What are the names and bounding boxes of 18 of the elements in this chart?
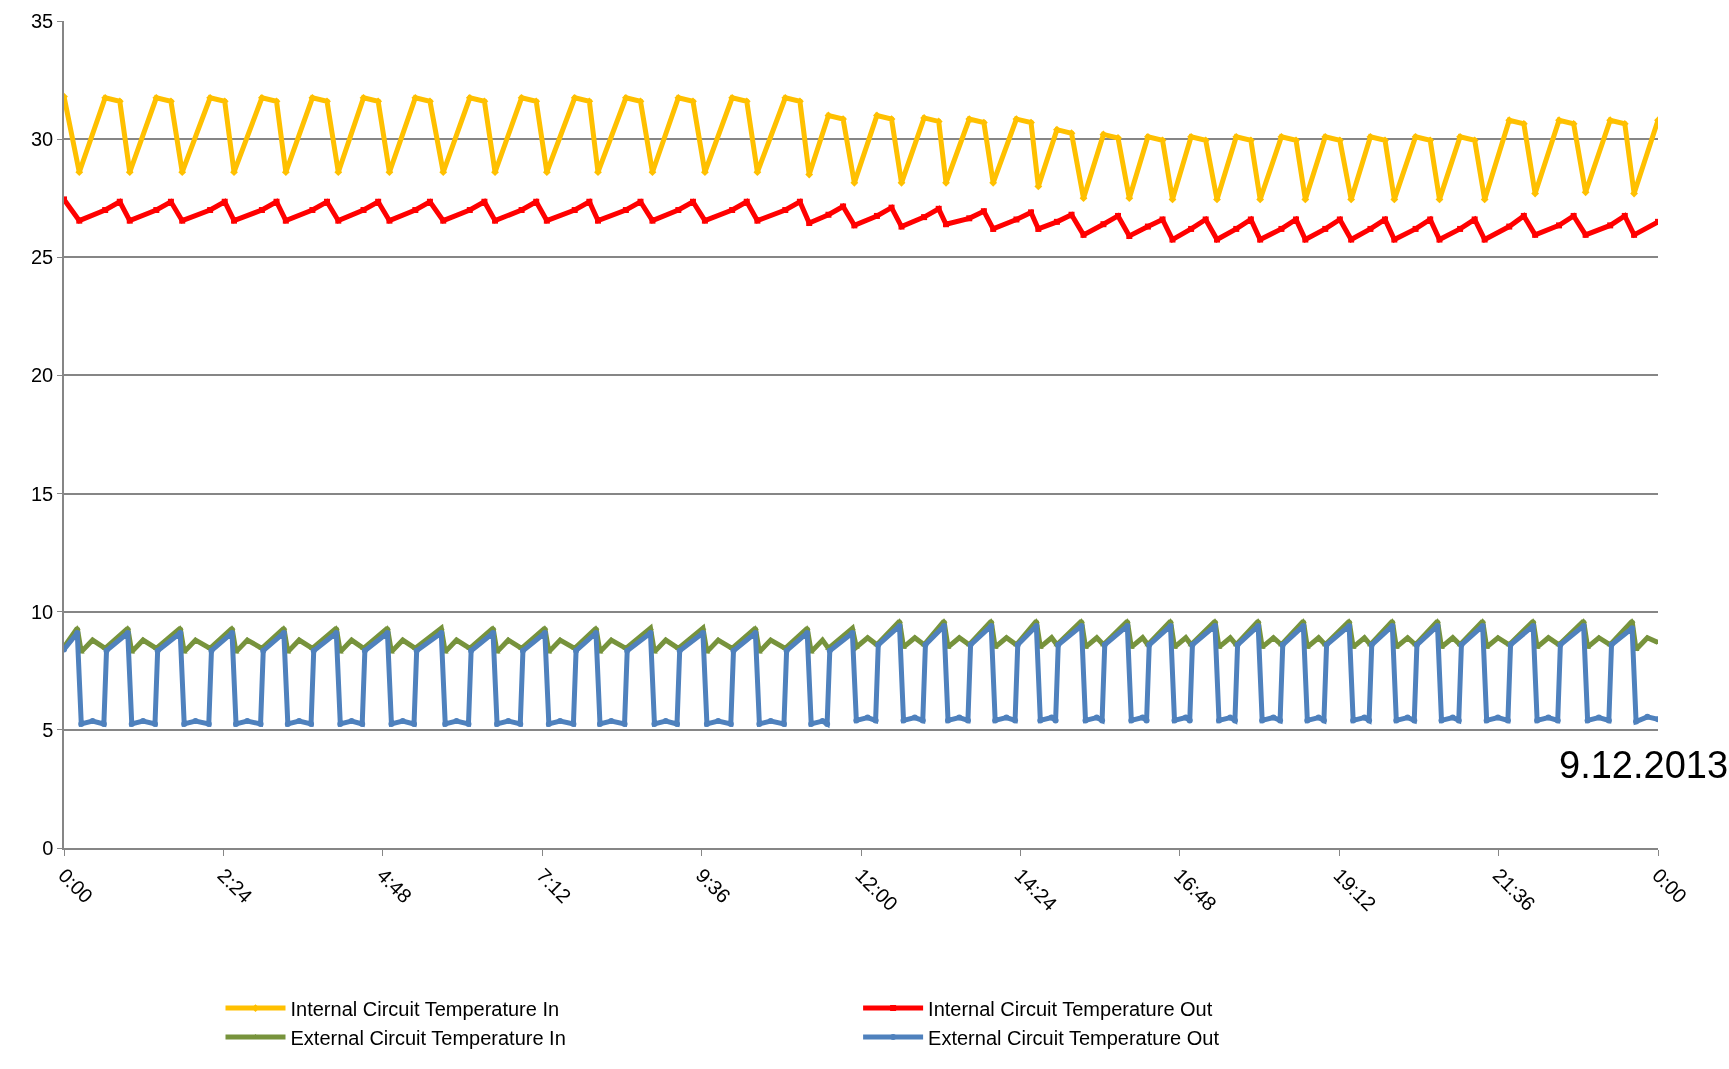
y-tick-label: 30: [31, 128, 54, 151]
annotation: 9.12.2013: [1559, 744, 1729, 786]
legend-label: Internal Circuit Temperature Out: [928, 997, 1213, 1020]
legend-label: External Circuit Temperature Out: [928, 1026, 1220, 1049]
y-tick-label: 0: [42, 837, 54, 859]
x-tick-label: 0:00: [1648, 864, 1692, 908]
y-tick-label: 5: [42, 718, 54, 741]
y-tick-label: 25: [31, 246, 54, 269]
legend-label: External Circuit Temperature In: [290, 1026, 566, 1049]
x-tick-label: 4:48: [372, 864, 416, 908]
x-tick-label: 2:24: [213, 864, 257, 908]
x-tick-label: 9:36: [691, 864, 735, 908]
legend-label: Internal Circuit Temperature In: [290, 997, 560, 1020]
y-tick-label: 35: [31, 10, 54, 32]
x-tick-label: 0:00: [54, 864, 98, 908]
y-tick-label: 20: [31, 364, 54, 387]
y-tick-label: 10: [31, 600, 54, 623]
y-tick-label: 15: [31, 482, 54, 505]
